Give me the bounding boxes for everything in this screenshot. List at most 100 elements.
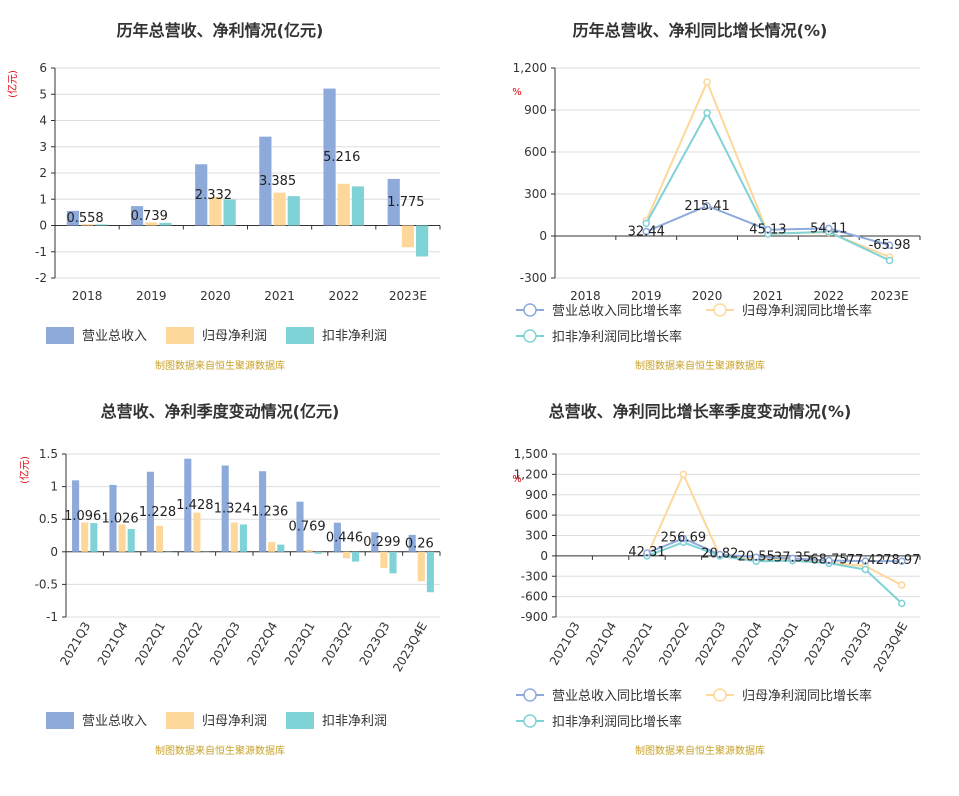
bar-revenue bbox=[184, 458, 192, 552]
x-tick-label: 2022 bbox=[328, 289, 359, 303]
y-tick-label: 5 bbox=[39, 87, 47, 101]
data-label: 0.558 bbox=[66, 211, 103, 226]
bar-deducted-profit bbox=[352, 551, 360, 562]
data-label: 20.82 bbox=[701, 546, 738, 561]
bar-deducted-profit bbox=[127, 528, 135, 552]
data-label: -65.98 bbox=[869, 238, 911, 253]
data-label: 1.228 bbox=[139, 505, 176, 520]
y-tick-label: 300 bbox=[525, 529, 548, 543]
y-tick-label: 1,200 bbox=[514, 467, 548, 481]
x-tick-label: 2019 bbox=[136, 289, 167, 303]
bar-deducted-profit bbox=[239, 524, 247, 552]
legend-label: 营业总收入 bbox=[82, 714, 147, 729]
legend-marker bbox=[523, 303, 537, 317]
legend-marker bbox=[523, 688, 537, 702]
series-point bbox=[898, 581, 906, 589]
y-tick-label: 2 bbox=[39, 166, 47, 180]
bar-deducted-profit bbox=[416, 225, 429, 257]
legend-label: 归母净利润 bbox=[202, 329, 267, 344]
data-label: 45.13 bbox=[749, 223, 786, 238]
bar-net-profit bbox=[305, 549, 313, 552]
x-tick-label: 2023Q3 bbox=[838, 620, 874, 668]
y-tick-label: 1.5 bbox=[39, 447, 58, 461]
y-axis-unit: (亿元) bbox=[6, 70, 19, 98]
data-label: 68.75 bbox=[810, 553, 847, 568]
y-tick-label: 1,200 bbox=[513, 61, 547, 75]
y-tick-label: -0.5 bbox=[35, 577, 58, 591]
bar-net-profit bbox=[268, 542, 276, 552]
data-label: 1.428 bbox=[176, 498, 213, 513]
bar-deducted-profit bbox=[223, 199, 236, 226]
bar-net-profit bbox=[273, 192, 286, 226]
y-tick-label: 1 bbox=[50, 480, 58, 494]
legend-label: 营业总收入 bbox=[82, 329, 147, 344]
data-label: 1.096 bbox=[64, 509, 101, 524]
bar-net-profit bbox=[81, 522, 89, 552]
legend-swatch bbox=[46, 712, 74, 729]
data-label: 1.324 bbox=[214, 502, 251, 517]
bar-net-profit bbox=[80, 224, 94, 226]
x-tick-label: 2018 bbox=[72, 289, 103, 303]
data-label: 20.55 bbox=[738, 549, 775, 564]
bar-net-profit bbox=[380, 551, 388, 569]
series-point bbox=[642, 227, 650, 236]
y-tick-label: -1 bbox=[46, 610, 58, 624]
y-tick-label: 0 bbox=[39, 219, 47, 233]
x-tick-label: 2022Q4 bbox=[729, 620, 765, 668]
bar-revenue bbox=[130, 206, 144, 226]
bar-revenue bbox=[296, 501, 304, 552]
y-tick-label: 3 bbox=[39, 140, 47, 154]
y-tick-label: -300 bbox=[521, 569, 548, 583]
series-point bbox=[642, 219, 650, 228]
y-tick-label: 4 bbox=[39, 114, 47, 128]
bar-deducted-profit bbox=[314, 551, 322, 554]
series-point bbox=[861, 565, 870, 574]
x-tick-label: 2023E bbox=[871, 289, 909, 303]
series-point bbox=[752, 553, 760, 562]
legend: 营业总收入 归母净利润 扣非净利润 bbox=[46, 327, 387, 344]
bar-deducted-profit bbox=[351, 186, 365, 226]
y-axis-unit: % bbox=[512, 87, 522, 98]
series-line-0 bbox=[646, 537, 902, 563]
data-label: 77.42 bbox=[847, 553, 884, 568]
x-tick-label: 2023Q4E bbox=[390, 620, 430, 675]
bar-revenue bbox=[109, 484, 117, 552]
x-tick-label: 2022Q4 bbox=[244, 620, 280, 668]
bar-revenue bbox=[323, 88, 336, 226]
data-label: 1.236 bbox=[251, 505, 288, 520]
y-tick-label: 600 bbox=[525, 508, 548, 522]
legend-label: 扣非净利润 bbox=[322, 714, 387, 729]
data-label: 0.299 bbox=[363, 535, 400, 550]
x-tick-label: 2021Q3 bbox=[57, 620, 93, 668]
series-point bbox=[898, 599, 906, 608]
legend-label: 营业总收入同比增长率 bbox=[552, 688, 682, 704]
x-tick-label: 2020 bbox=[200, 289, 231, 303]
y-axis-unit: % bbox=[512, 474, 522, 485]
x-tick-label: 2021 bbox=[753, 289, 784, 303]
x-tick-label: 2023Q2 bbox=[802, 620, 838, 668]
legend-swatch bbox=[46, 327, 74, 344]
x-tick-label: 2021Q4 bbox=[583, 620, 619, 668]
y-tick-label: 300 bbox=[524, 187, 547, 201]
x-tick-label: 2023Q3 bbox=[357, 620, 393, 668]
bar-revenue bbox=[66, 210, 79, 226]
y-tick-label: 6 bbox=[39, 61, 47, 75]
x-tick-label: 2019 bbox=[631, 289, 662, 303]
legend-marker bbox=[523, 714, 537, 728]
series-point bbox=[679, 470, 688, 479]
bar-revenue bbox=[408, 534, 416, 552]
legend: 营业总收入 归母净利润 扣非净利润 bbox=[46, 712, 387, 729]
legend-label: 扣非净利润同比增长率 bbox=[552, 714, 682, 730]
data-source-note: 制图数据来自恒生聚源数据库 bbox=[155, 744, 285, 757]
data-source-note: 制图数据来自恒生聚源数据库 bbox=[635, 744, 765, 757]
series-point bbox=[885, 256, 894, 265]
x-tick-label: 2023Q1 bbox=[282, 620, 318, 668]
bar-net-profit bbox=[342, 551, 351, 559]
legend-label: 归母净利润同比增长率 bbox=[742, 688, 872, 704]
bar-net-profit bbox=[118, 524, 126, 552]
chart-annual-growth: 历年总营收、净利同比增长情况(%)% -300 0 300 600 900 1,200 201… bbox=[512, 21, 921, 372]
bar-revenue bbox=[146, 471, 154, 552]
data-source-note: 制图数据来自恒生聚源数据库 bbox=[635, 359, 765, 372]
